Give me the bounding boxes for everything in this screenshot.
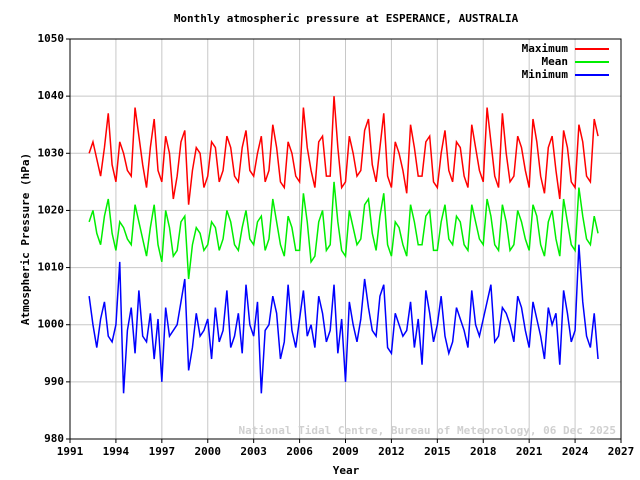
- y-tick-label: 1050: [38, 32, 65, 45]
- y-tick-label: 1010: [38, 261, 65, 274]
- x-tick-label: 2012: [378, 445, 405, 458]
- legend-label: Minimum: [522, 68, 569, 81]
- annotation: National Tidal Centre, Bureau of Meteoro…: [239, 424, 617, 437]
- x-tick-label: 2003: [240, 445, 267, 458]
- x-tick-label: 2006: [286, 445, 313, 458]
- legend-label: Mean: [542, 55, 569, 68]
- x-tick-label: 1997: [149, 445, 176, 458]
- y-axis-label: Atmospheric Pressure (hPa): [19, 153, 32, 325]
- data-line: [88, 96, 599, 205]
- plot-frame: [69, 38, 622, 440]
- x-axis-label: Year: [333, 464, 360, 477]
- y-tick-label: 1020: [38, 203, 65, 216]
- legend-label: Maximum: [522, 42, 569, 55]
- y-tick-label: 1040: [38, 89, 65, 102]
- y-tick-label: 1030: [38, 146, 65, 159]
- y-tick-label: 1000: [38, 318, 65, 331]
- x-tick-label: 2018: [470, 445, 497, 458]
- x-tick-label: 2027: [608, 445, 635, 458]
- y-tick-label: 980: [44, 432, 64, 445]
- data-line: [88, 181, 599, 280]
- x-tick-label: 1991: [57, 445, 84, 458]
- data-line: [88, 244, 599, 394]
- x-tick-label: 2015: [424, 445, 451, 458]
- x-tick-label: 2009: [332, 445, 359, 458]
- x-tick-label: 2000: [195, 445, 222, 458]
- y-tick-label: 990: [44, 375, 64, 388]
- x-tick-label: 2024: [562, 445, 589, 458]
- chart-title: Monthly atmospheric pressure at ESPERANC…: [174, 12, 519, 25]
- x-tick-label: 1994: [103, 445, 130, 458]
- x-tick-label: 2021: [516, 445, 543, 458]
